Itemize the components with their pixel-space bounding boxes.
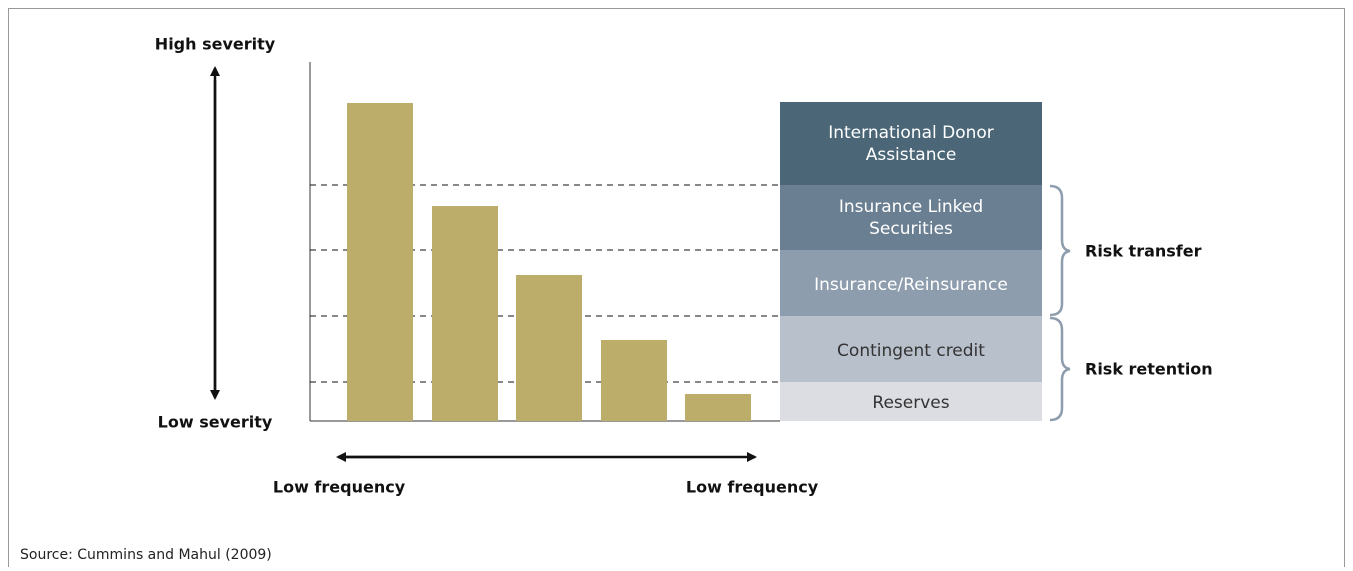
layer-label: International Donor Assistance [828,122,994,165]
source: Source: Cummins and Mahul (2009) [20,547,272,563]
bar [516,275,582,421]
high-severity-label: High severity [155,35,276,54]
bar [601,340,667,421]
layer-wrap: Insurance Linked Securities [838,196,984,239]
bar [432,206,498,421]
layer-box [780,102,1042,185]
layer-box [780,316,1042,382]
frequency-label: Low frequency [686,478,819,497]
layer-label: Insurance/Reinsurance [814,275,1008,295]
layer-label: Contingent credit [837,341,985,361]
bars [347,103,751,421]
layer-box [780,382,1042,421]
bar [347,103,413,421]
group-label: Risk retention [1085,360,1213,379]
layer-label: Insurance Linked Securities [838,196,984,239]
frame [8,8,1345,571]
group-label: Risk transfer [1085,242,1202,261]
brace [1049,316,1071,422]
layer-wrap: International Donor Assistance [828,122,994,165]
frequency-label: Low frequency [273,478,406,497]
layer-box [780,185,1042,250]
layer-box [780,250,1042,316]
layer-label: Reserves [872,393,949,413]
brace [1049,184,1071,317]
bar [685,394,751,421]
low-severity-label: Low severity [158,413,273,432]
